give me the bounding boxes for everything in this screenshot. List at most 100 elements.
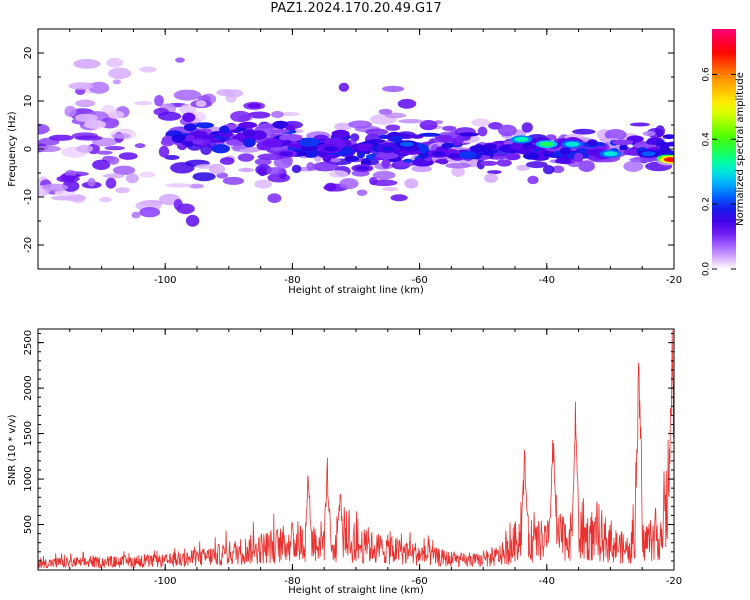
heatmap-cell [604,129,627,141]
y-tick-label: 20 [23,47,34,60]
heatmap-cell [339,178,359,190]
heatmap-cell [191,139,204,145]
snr-series-line [38,330,674,569]
heatmap-cell [559,147,571,156]
heatmap-cell [219,157,235,165]
heatmap-cell [139,171,156,178]
heatmap-cell [283,139,292,146]
y-tick-label: -20 [23,237,34,253]
heatmap-cell [115,187,130,194]
heatmap-field [38,57,674,227]
colorbar-tick-label: 0.0 [702,262,712,277]
x-tick-label: -80 [284,275,300,286]
heatmap-cell [299,137,320,147]
heatmap-cell [272,120,289,129]
heatmap-cell [526,161,548,169]
heatmap-cell [328,170,349,178]
heatmap-cell [381,158,391,169]
heatmap-cell [208,163,226,175]
heatmap-cell [48,134,74,141]
heatmap-cell [484,173,498,183]
heatmap-cell [254,179,272,189]
heatmap-cell [154,95,164,107]
heatmap-peak [641,151,656,157]
heatmap-cell [612,139,634,146]
heatmap-cell [344,155,359,162]
heatmap-cell [338,82,350,92]
heatmap-cell [471,118,491,127]
heatmap-cell [370,179,398,187]
heatmap-cell [662,134,674,140]
y-tick-label: -10 [23,189,34,205]
heatmap-cell [99,196,112,203]
heatmap-cell [211,144,230,154]
heatmap-cell [224,89,244,98]
heatmap-cell [419,120,438,131]
x-tick-label: -100 [154,275,177,286]
heatmap-cell [183,123,197,132]
heatmap-cell [88,81,110,94]
heatmap-peak [514,136,529,142]
heatmap-cell [64,170,77,177]
heatmap-cell [411,165,432,173]
heatmap-peak [380,146,395,152]
heatmap-cell [352,121,368,127]
heatmap-peak [539,141,554,147]
heatmap-cell [237,153,255,162]
heatmap-cell [480,160,498,166]
heatmap-cell [103,173,125,179]
heatmap-cell [356,189,368,196]
heatmap-cell [42,183,69,192]
colorbar-tick-label: 0.4 [702,132,712,147]
heatmap-cell [107,156,120,165]
heatmap-cell [222,176,245,185]
heatmap-cell [279,112,300,116]
heatmap-cell [230,110,252,123]
heatmap-cell [64,194,87,202]
heatmap-peak [431,151,446,157]
heatmap-cell [179,104,196,115]
heatmap-cell [104,146,126,151]
y-tick-label: 10 [23,95,34,108]
heatmap-peak [399,141,414,147]
heatmap-cell [184,141,194,148]
heatmap-cell [572,128,596,135]
heatmap-cell [73,59,101,69]
heatmap-cell [175,57,185,63]
heatmap-cell [398,119,424,124]
heatmap-cell [219,125,230,134]
heatmap-cell [111,133,131,139]
heatmap-cell [173,89,202,101]
y-axis-label: SNR (10 * v/v) [7,414,18,485]
heatmap-cell [331,129,350,138]
heatmap-cell [279,134,303,142]
x-tick-label: -40 [539,275,555,286]
heatmap-cell [188,183,204,189]
heatmap-cell [504,152,521,161]
heatmap-cell [441,142,454,149]
chart-title: PAZ1.2024.170.20.49.G17 [270,1,442,16]
heatmap-cell [92,159,111,170]
heatmap-peak [323,146,338,152]
heatmap-cell [87,177,96,187]
heatmap-cell [182,112,196,123]
heatmap-cell [523,152,540,160]
heatmap-cell [74,135,103,141]
heatmap-cell [108,110,125,120]
heatmap-cell [158,145,170,158]
heatmap-cell [118,152,138,160]
heatmap-cell [131,211,141,219]
heatmap-cell [418,132,441,137]
heatmap-cell [68,82,94,90]
heatmap-cell [442,125,457,131]
x-axis-label: Height of straight line (km) [288,285,424,296]
heatmap-peak [603,151,618,157]
heatmap-cell [334,122,352,131]
heatmap-cell [38,123,50,135]
heatmap-cell [139,66,157,73]
heatmap-cell [445,162,472,169]
heatmap-cell [112,79,122,85]
heatmap-cell [455,135,465,144]
heatmap-cell [56,175,80,183]
heatmap-cell [258,166,267,177]
